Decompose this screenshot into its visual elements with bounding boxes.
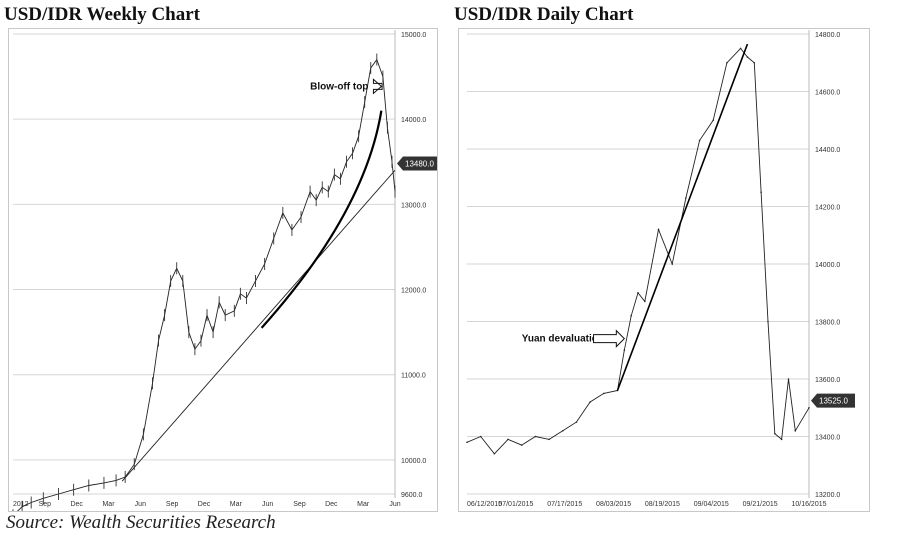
price-series-line: [12, 58, 396, 516]
price-series-line: [466, 47, 810, 455]
daily-price-point: [637, 291, 639, 294]
daily-price-point: [623, 349, 626, 352]
source-caption: Source: Wealth Securities Research: [6, 512, 276, 533]
daily-chart-svg: 14800.0 14600.0 14400.0 14200.0 14000.0 13800…: [466, 30, 855, 508]
x-tick-label: 06/12/2015: [467, 501, 502, 508]
daily-price-point: [712, 119, 715, 122]
daily-price-point: [746, 56, 749, 58]
x-tick-label: 08/19/2015: [645, 501, 680, 508]
y-tick-label: 13400.0: [815, 435, 840, 442]
trendline: [121, 169, 396, 482]
x-tick-label: 10/16/2015: [791, 501, 826, 508]
x-tick-label: Jun: [135, 501, 146, 508]
daily-price-point: [726, 61, 728, 64]
y-tick-label: 11000.0: [401, 373, 426, 380]
x-tick-label: 08/03/2015: [596, 501, 631, 508]
y-tick-label: 15000.0: [401, 32, 426, 39]
x-tick-label: Jun: [389, 501, 400, 508]
daily-price-point: [767, 320, 769, 323]
daily-price-point: [520, 444, 523, 446]
daily-price-point: [561, 429, 564, 432]
y-tick-label: 13600.0: [815, 377, 840, 384]
daily-chart-title: USD/IDR Daily Chart: [454, 4, 634, 25]
x-tick-label: 07/17/2015: [547, 501, 582, 508]
x-tick-label: Dec: [70, 501, 83, 508]
x-tick-label: Sep: [39, 501, 52, 508]
daily-price-point: [493, 452, 496, 455]
y-tick-label: 12000.0: [401, 288, 426, 295]
yuan-devaluation-annotation: Yuan devaluation: [522, 334, 604, 345]
daily-price-point: [589, 401, 591, 403]
last-value-label: 13480.0: [405, 159, 434, 168]
x-tick-label: Mar: [102, 501, 115, 508]
daily-price-point: [774, 432, 776, 435]
y-tick-label: 14000.0: [815, 262, 840, 269]
daily-chart-panel: 14800.0 14600.0 14400.0 14200.0 14000.0 13800…: [458, 28, 870, 512]
weekly-chart-panel: 15000.0 14000.0 13000.0 12000.0 11000.0 10000…: [8, 28, 441, 522]
daily-price-point: [630, 314, 632, 317]
blow-off-arrow: [372, 78, 383, 95]
acceleration-curve: [260, 110, 383, 329]
weekly-chart-svg: 15000.0 14000.0 13000.0 12000.0 11000.0 10000…: [12, 30, 441, 522]
x-tick-label: 2012: [13, 501, 29, 508]
daily-price-point: [685, 197, 687, 199]
y-tick-label: 13800.0: [815, 320, 840, 327]
daily-price-point: [808, 406, 810, 409]
daily-price-point: [753, 61, 756, 64]
daily-price-point: [698, 139, 701, 142]
x-tick-label: Sep: [293, 501, 306, 508]
daily-price-point: [760, 191, 762, 193]
blow-off-top-annotation: Blow-off top: [310, 81, 368, 92]
daily-price-point: [466, 441, 468, 444]
y-tick-label: 14000.0: [401, 117, 426, 124]
x-tick-label: Mar: [230, 501, 243, 508]
y-tick-label: 14600.0: [815, 90, 840, 97]
daily-price-point: [780, 438, 783, 441]
x-tick-label: Sep: [166, 501, 179, 508]
x-tick-label: 07/01/2015: [498, 501, 533, 508]
daily-price-point: [575, 421, 578, 423]
daily-price-point: [548, 438, 550, 441]
daily-price-point: [603, 392, 605, 395]
devaluation-trendline: [616, 43, 749, 391]
x-tick-label: Dec: [325, 501, 338, 508]
y-tick-label: 9600.0: [401, 492, 423, 499]
weekly-chart-title: USD/IDR Weekly Chart: [4, 4, 200, 25]
x-tick-label: Dec: [198, 501, 211, 508]
last-value-label: 13525.0: [819, 397, 848, 406]
daily-price-point: [657, 228, 660, 231]
x-tick-label: Mar: [357, 501, 370, 508]
last-value-badge: [811, 393, 855, 408]
y-tick-label: 14400.0: [815, 147, 840, 154]
devaluation-arrow: [593, 329, 626, 348]
daily-price-point: [507, 438, 509, 441]
y-tick-label: 14800.0: [815, 32, 840, 39]
y-tick-label: 14200.0: [815, 205, 840, 212]
y-tick-label: 10000.0: [401, 458, 426, 465]
daily-price-point: [787, 378, 790, 380]
daily-price-point: [671, 263, 673, 265]
x-tick-label: 09/04/2015: [694, 501, 729, 508]
daily-price-point: [479, 435, 482, 438]
x-tick-label: Jun: [262, 501, 273, 508]
daily-price-point: [534, 435, 537, 438]
daily-price-point: [794, 429, 797, 432]
x-tick-label: 09/21/2015: [743, 501, 778, 508]
y-tick-label: 13200.0: [815, 492, 840, 499]
daily-price-point: [739, 47, 742, 50]
y-tick-label: 13000.0: [401, 202, 426, 209]
last-value-badge: [397, 156, 441, 171]
daily-price-point: [644, 300, 646, 303]
